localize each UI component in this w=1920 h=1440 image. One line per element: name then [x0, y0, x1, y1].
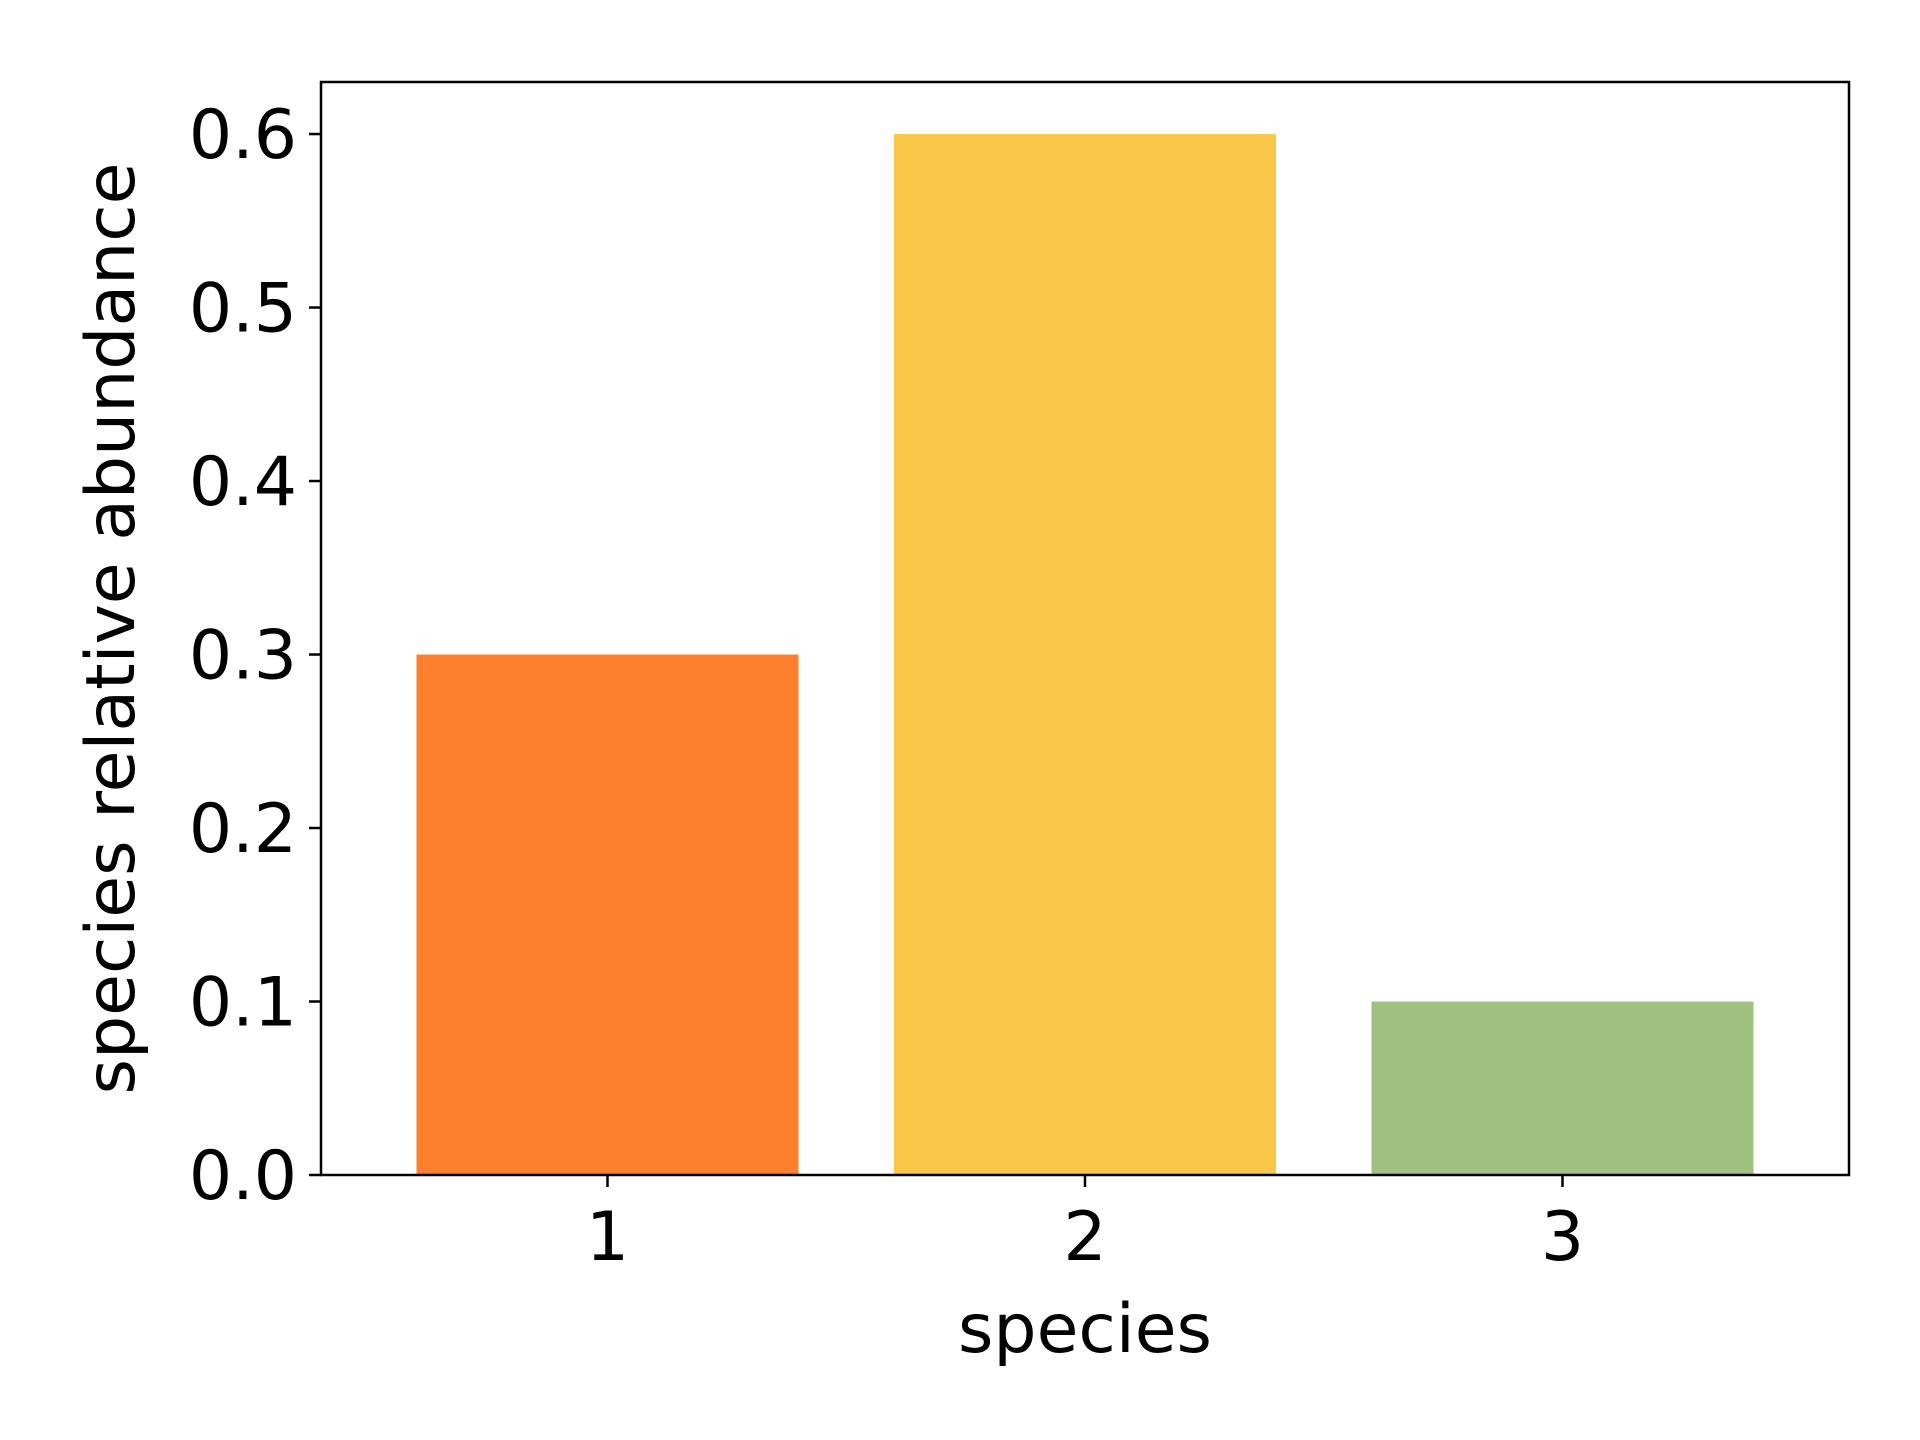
y-tick-label: 0.6: [189, 96, 297, 175]
bar-species-2: [894, 134, 1276, 1176]
y-axis: 0.0 0.1 0.2 0.3 0.4 0.5 0.6: [189, 96, 321, 1216]
x-tick-label: 2: [1063, 1198, 1106, 1277]
bar-species-3: [1371, 1001, 1754, 1175]
x-axis: 1 2 3: [586, 1175, 1584, 1277]
x-tick-label: 1: [586, 1198, 629, 1277]
y-tick-label: 0.1: [189, 964, 297, 1043]
y-axis-label: species relative abundance: [72, 163, 151, 1095]
y-tick-label: 0.3: [189, 617, 297, 696]
bar-species-1: [416, 654, 799, 1175]
y-tick-label: 0.2: [189, 790, 297, 869]
y-tick-label: 0.5: [189, 270, 297, 349]
x-axis-label: species: [958, 1290, 1212, 1369]
y-tick-label: 0.0: [189, 1137, 297, 1216]
bars-group: [416, 134, 1754, 1176]
x-tick-label: 3: [1541, 1198, 1584, 1277]
y-tick-label: 0.4: [189, 443, 297, 522]
